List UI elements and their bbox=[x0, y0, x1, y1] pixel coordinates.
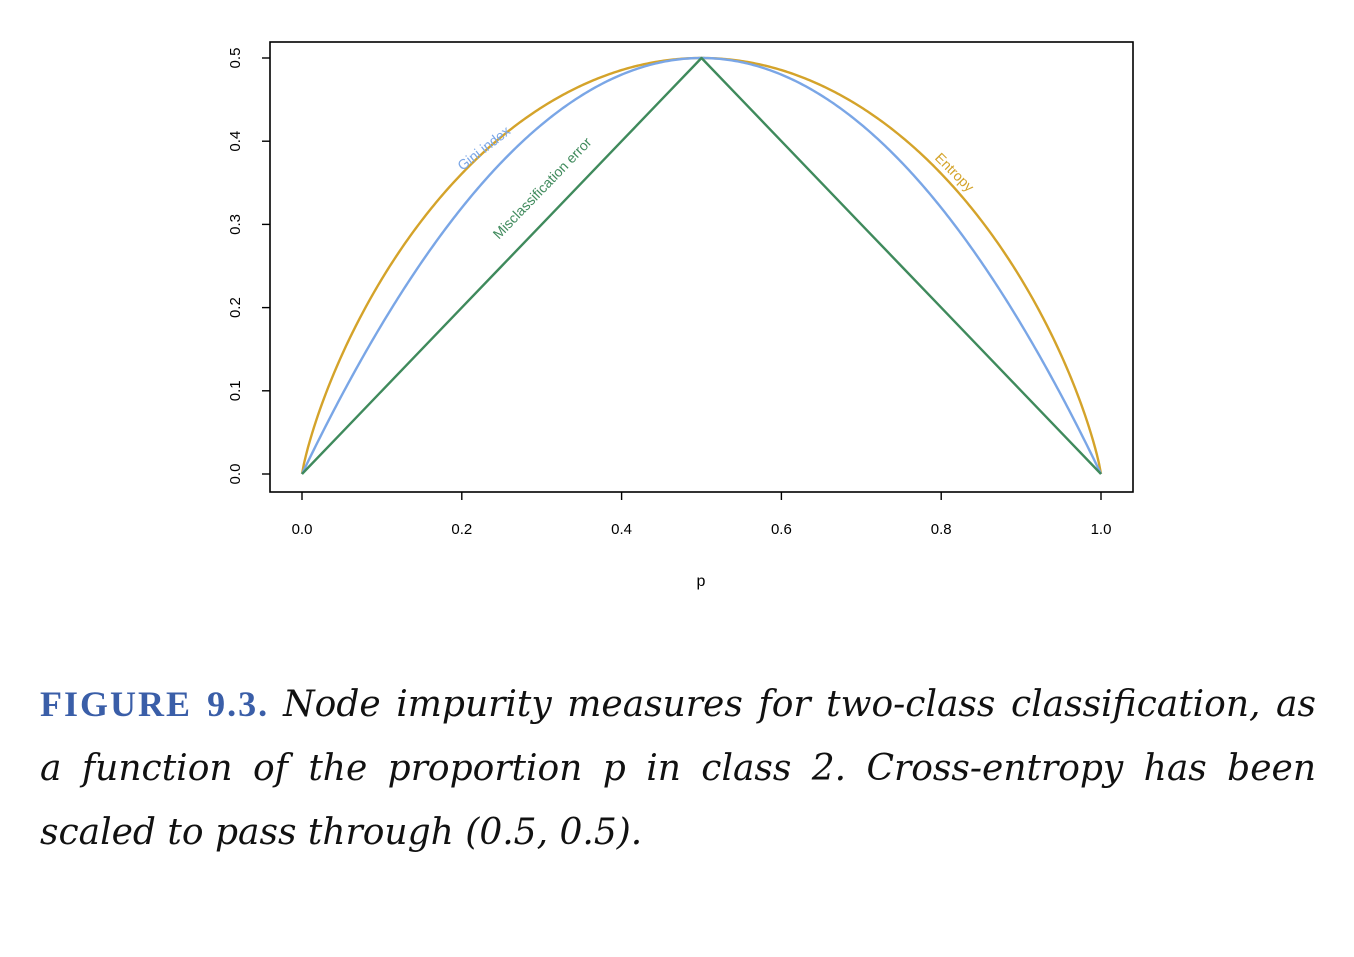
curve-label: Gini index bbox=[454, 123, 513, 174]
plot-frame bbox=[269, 41, 1134, 493]
y-tick-label: 0.0 bbox=[227, 464, 244, 485]
curve-label: Misclassification error bbox=[490, 134, 595, 242]
y-tick-label: 0.1 bbox=[227, 380, 244, 401]
series-group bbox=[300, 56, 1103, 475]
y-tick-label: 0.3 bbox=[227, 214, 244, 235]
x-tick-label: 0.4 bbox=[611, 521, 632, 538]
y-axis: 0.0 0.1 0.2 0.3 0.4 0.5 bbox=[227, 48, 270, 485]
x-tick-label: 0.2 bbox=[451, 521, 472, 538]
figure-caption: FIGURE 9.3. Node impurity measures for tw… bbox=[40, 672, 1316, 865]
x-axis: 0.0 0.2 0.4 0.6 0.8 1.0 bbox=[292, 492, 1112, 538]
figure-label: FIGURE 9.3. bbox=[40, 684, 270, 724]
series-line-misclassification-error bbox=[301, 56, 1102, 475]
y-tick-label: 0.2 bbox=[227, 297, 244, 318]
caption-text: Node impurity measures for two-class cla… bbox=[40, 684, 1316, 853]
x-tick-label: 1.0 bbox=[1091, 521, 1112, 538]
impurity-chart: 0.0 0.2 0.4 0.6 0.8 1.0 0.0 0.1 0.2 0.3 0.4 0.5 En… bbox=[227, 41, 1134, 590]
series-line-entropy bbox=[300, 56, 1103, 475]
x-axis-title: p bbox=[697, 573, 706, 590]
x-tick-label: 0.6 bbox=[771, 521, 792, 538]
x-tick-label: 0.0 bbox=[292, 521, 313, 538]
x-tick-label: 0.8 bbox=[931, 521, 952, 538]
y-tick-label: 0.5 bbox=[227, 48, 244, 69]
series-line-gini-index bbox=[300, 56, 1103, 475]
y-tick-label: 0.4 bbox=[227, 131, 244, 152]
